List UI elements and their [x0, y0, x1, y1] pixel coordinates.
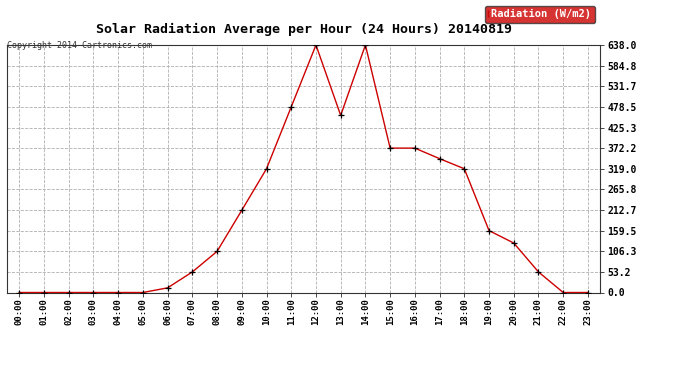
Text: Copyright 2014 Cartronics.com: Copyright 2014 Cartronics.com	[7, 41, 152, 50]
Text: Solar Radiation Average per Hour (24 Hours) 20140819: Solar Radiation Average per Hour (24 Hou…	[96, 22, 511, 36]
Legend: Radiation (W/m2): Radiation (W/m2)	[484, 6, 595, 23]
